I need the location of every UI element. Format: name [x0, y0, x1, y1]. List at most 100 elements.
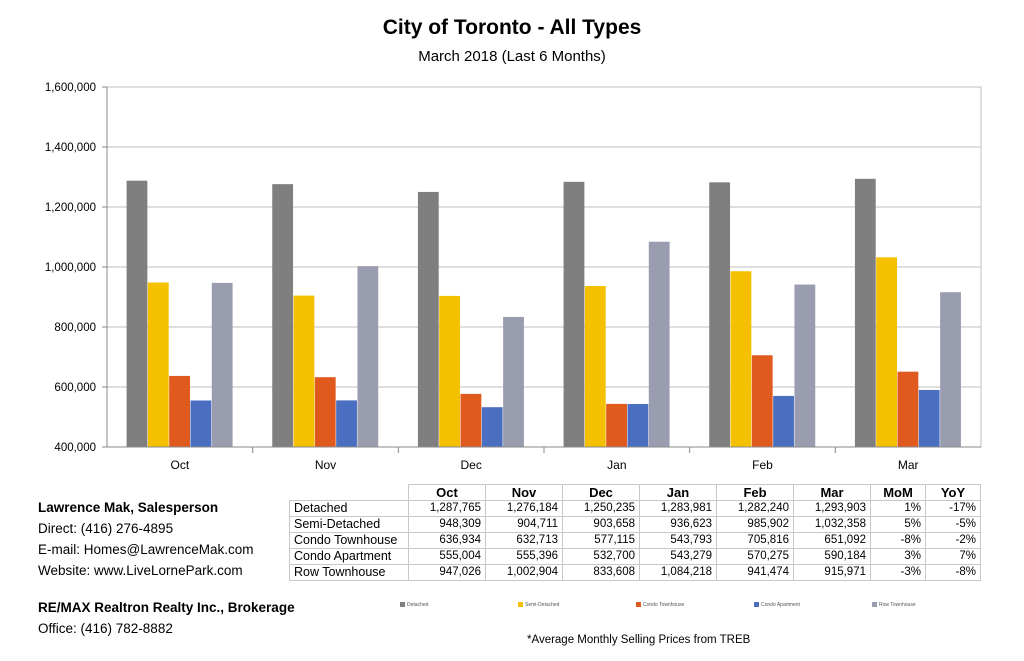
table-cell: 705,816	[716, 532, 794, 549]
legend-swatch	[636, 602, 641, 608]
legend-label: Semi-Detached	[525, 602, 560, 608]
table-cell: 543,793	[639, 532, 717, 549]
bar-semi-detached	[439, 295, 461, 447]
bar-condo-townhouse	[897, 371, 919, 447]
bar-condo-townhouse	[606, 403, 627, 447]
x-tick-label: Nov	[315, 458, 336, 472]
bar-condo-townhouse	[460, 393, 482, 447]
legend-swatch	[518, 602, 523, 608]
table-row: Row Townhouse 947,026 1,002,904 833,608 1,08…	[289, 564, 981, 581]
bar-condo-apartment	[481, 407, 503, 447]
bar-row-townhouse	[503, 316, 524, 447]
table-cell: -8%	[925, 564, 981, 581]
table-cell: 1,283,981	[639, 500, 717, 517]
table-row-label: Condo Townhouse	[289, 532, 409, 549]
legend-swatch	[872, 602, 877, 608]
table-header-cell: MoM	[870, 484, 926, 501]
bar-row-townhouse	[794, 284, 816, 447]
legend-label: Condo Apartment	[761, 602, 800, 608]
table-cell: 5%	[870, 516, 926, 533]
table-cell: 1,282,240	[716, 500, 794, 517]
table-cell: 3%	[870, 548, 926, 565]
legend-label: Row Townhouse	[879, 602, 916, 608]
bar-condo-townhouse	[751, 355, 773, 447]
agent-direct-phone: Direct: (416) 276-4895	[38, 521, 174, 536]
y-tick-label: 800,000	[54, 322, 96, 334]
table-cell: 555,004	[408, 548, 486, 565]
table-cell: 555,396	[485, 548, 563, 565]
table-cell: 936,623	[639, 516, 717, 533]
table-cell: 903,658	[562, 516, 640, 533]
bar-condo-apartment	[918, 389, 940, 447]
y-tick-label: 1,600,000	[45, 82, 96, 94]
bar-semi-detached	[876, 257, 898, 447]
table-cell: -8%	[870, 532, 926, 549]
x-tick-label: Feb	[752, 458, 773, 472]
bar-row-townhouse	[940, 292, 961, 447]
table-cell: 985,902	[716, 516, 794, 533]
table-cell: -5%	[925, 516, 981, 533]
bar-condo-townhouse	[169, 375, 190, 447]
legend-item: Condo Townhouse	[636, 602, 684, 608]
table-cell: 1,287,765	[408, 500, 486, 517]
brokerage-name: RE/MAX Realtron Realty Inc., Brokerage	[38, 600, 295, 615]
bar-semi-detached	[147, 282, 169, 447]
table-cell: 532,700	[562, 548, 640, 565]
table-header-cell: Feb	[716, 484, 794, 501]
y-tick-label: 1,200,000	[45, 202, 96, 214]
table-row: Detached 1,287,765 1,276,184 1,250,235 1,283…	[289, 500, 981, 517]
table-row-label: Detached	[289, 500, 409, 517]
table-cell: 632,713	[485, 532, 563, 549]
table-header-cell: YoY	[925, 484, 981, 501]
table-cell: -3%	[870, 564, 926, 581]
data-table: Oct Nov Dec Jan Feb Mar MoM YoY Detached 1,287,7…	[289, 484, 981, 581]
table-row-label: Row Townhouse	[289, 564, 409, 581]
table-row: Semi-Detached 948,309 904,711 903,658 936,62…	[289, 516, 981, 533]
table-cell: 543,279	[639, 548, 717, 565]
x-tick-label: Oct	[170, 458, 189, 472]
footnote: *Average Monthly Selling Prices from TRE…	[527, 634, 751, 646]
bar-detached	[272, 184, 294, 447]
table-cell: 1%	[870, 500, 926, 517]
y-tick-label: 400,000	[54, 442, 96, 454]
table-header-cell: Dec	[562, 484, 640, 501]
table-row-label: Semi-Detached	[289, 516, 409, 533]
bar-detached	[854, 178, 876, 447]
table-cell: -2%	[925, 532, 981, 549]
bar-semi-detached	[293, 295, 315, 447]
table-cell: 636,934	[408, 532, 486, 549]
legend-label: Detached	[407, 602, 429, 608]
table-cell: 651,092	[793, 532, 871, 549]
bar-detached	[126, 180, 148, 447]
legend-swatch	[400, 602, 405, 608]
y-tick-label: 1,400,000	[45, 142, 96, 154]
x-tick-label: Mar	[898, 458, 919, 472]
table-row: Condo Townhouse 636,934 632,713 577,115 543,…	[289, 532, 981, 549]
table-cell: 941,474	[716, 564, 794, 581]
table-cell: 7%	[925, 548, 981, 565]
x-tick-label: Dec	[460, 458, 481, 472]
chart-subtitle: March 2018 (Last 6 Months)	[418, 48, 606, 65]
table-cell: 577,115	[562, 532, 640, 549]
bar-detached	[417, 191, 439, 447]
table-cell: 1,293,903	[793, 500, 871, 517]
legend-item: Detached	[400, 602, 428, 608]
office-phone: Office: (416) 782-8882	[38, 621, 173, 636]
table-row: Condo Apartment 555,004 555,396 532,700 543,…	[289, 548, 981, 565]
table-cell: 1,002,904	[485, 564, 563, 581]
table-cell: 947,026	[408, 564, 486, 581]
table-header-cell: Oct	[408, 484, 486, 501]
table-corner	[289, 484, 409, 501]
table-cell: 948,309	[408, 516, 486, 533]
bar-detached	[709, 182, 731, 447]
table-cell: 833,608	[562, 564, 640, 581]
table-cell: 1,250,235	[562, 500, 640, 517]
table-cell: 915,971	[793, 564, 871, 581]
agent-email: E-mail: Homes@LawrenceMak.com	[38, 542, 254, 557]
table-cell: 1,032,358	[793, 516, 871, 533]
table-cell: 1,084,218	[639, 564, 717, 581]
table-cell: 904,711	[485, 516, 563, 533]
agent-website: Website: www.LiveLornePark.com	[38, 563, 243, 578]
bar-detached	[563, 181, 585, 447]
y-tick-label: 600,000	[54, 382, 96, 394]
